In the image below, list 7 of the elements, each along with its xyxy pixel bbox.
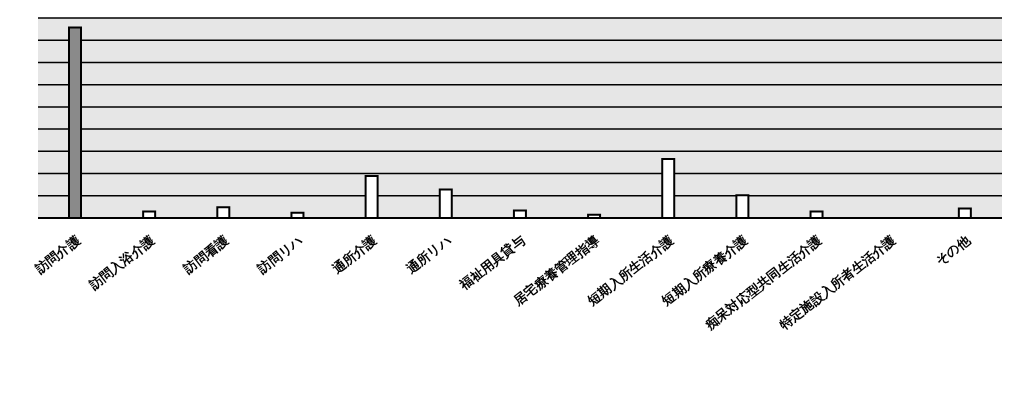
x-tick-label: 通所介護 (328, 232, 380, 277)
x-tick-label: 訪問看護 (180, 232, 232, 277)
x-tick-label: その他 (932, 231, 974, 268)
x-tick-label: 訪問入浴介護 (85, 232, 157, 293)
x-tick-label: 訪問介護 (31, 232, 83, 277)
x-tick-label: 通所リハ (402, 232, 454, 277)
x-tick-label: 訪問リハ (254, 232, 306, 277)
